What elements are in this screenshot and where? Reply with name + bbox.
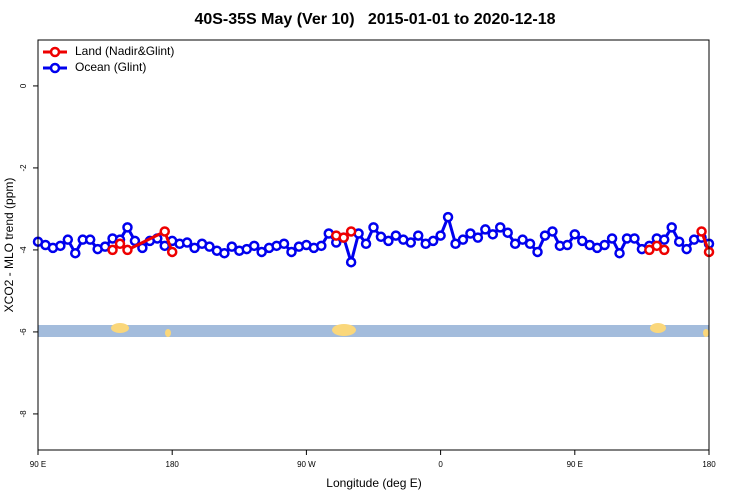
data-point xyxy=(435,230,446,241)
data-point xyxy=(368,222,379,233)
data-point xyxy=(375,231,387,243)
data-point xyxy=(219,247,230,259)
data-point xyxy=(383,235,394,247)
y-tick-label: -6 xyxy=(19,328,28,336)
data-point xyxy=(457,234,469,245)
data-point xyxy=(345,256,357,268)
data-point xyxy=(442,211,454,223)
data-point xyxy=(166,246,178,258)
data-point xyxy=(547,226,558,237)
data-point xyxy=(666,222,677,233)
data-point xyxy=(70,247,81,259)
data-point xyxy=(345,226,357,237)
data-point xyxy=(651,240,663,252)
data-point xyxy=(696,226,707,237)
y-axis-label: XCO2 - MLO trend (ppm) xyxy=(2,178,16,313)
data-point xyxy=(599,239,610,251)
data-point xyxy=(472,232,484,243)
data-point xyxy=(502,227,513,238)
data-point xyxy=(509,238,521,250)
data-point xyxy=(644,244,655,256)
plot-area xyxy=(32,211,715,268)
data-point xyxy=(286,246,297,258)
data-point xyxy=(62,234,74,245)
data-point xyxy=(181,237,193,248)
data-point xyxy=(487,229,499,240)
data-point xyxy=(450,238,461,250)
data-point xyxy=(256,246,267,258)
data-point xyxy=(577,235,588,247)
data-point xyxy=(659,244,670,256)
data-point xyxy=(107,244,118,256)
legend-label: Land (Nadir&Glint) xyxy=(75,44,174,58)
y-tick-label: -8 xyxy=(19,410,28,418)
x-tick-label: 180 xyxy=(166,460,180,469)
data-point xyxy=(405,237,417,248)
data-point xyxy=(114,238,126,250)
plot-frame xyxy=(37,39,710,451)
data-point xyxy=(122,244,133,256)
data-point xyxy=(204,241,215,252)
x-tick-label: 90 E xyxy=(30,460,46,469)
legend-marker xyxy=(49,62,61,74)
data-point xyxy=(427,235,439,247)
data-point xyxy=(278,238,290,250)
data-point xyxy=(673,236,685,247)
data-point xyxy=(494,222,506,233)
data-point xyxy=(532,246,543,258)
data-point xyxy=(517,234,528,245)
data-point xyxy=(524,238,536,250)
data-point xyxy=(338,232,349,243)
map-strip xyxy=(38,323,709,337)
data-point xyxy=(629,233,640,244)
data-point xyxy=(84,234,96,245)
data-point xyxy=(55,240,66,252)
y-tick-label: -2 xyxy=(19,164,28,172)
data-point xyxy=(316,240,327,252)
data-point xyxy=(412,230,424,241)
data-point xyxy=(569,229,581,240)
data-point xyxy=(480,224,491,235)
data-point xyxy=(539,230,551,241)
data-point xyxy=(562,239,573,251)
y-tick-label: -4 xyxy=(19,246,28,254)
data-point xyxy=(681,243,692,255)
data-point xyxy=(659,234,670,245)
data-point xyxy=(189,242,200,254)
x-tick-label: 90 E xyxy=(567,460,583,469)
data-point xyxy=(614,247,625,259)
data-point xyxy=(226,241,238,252)
data-point xyxy=(465,228,476,239)
data-point xyxy=(390,230,402,241)
y-tick-label: 0 xyxy=(19,83,28,88)
data-point xyxy=(159,226,170,237)
data-point xyxy=(360,238,372,250)
x-tick-label: 90 W xyxy=(297,460,316,469)
data-point xyxy=(606,233,618,244)
legend-label: Ocean (Glint) xyxy=(75,60,146,74)
chart-title: 40S-35S May (Ver 10) 2015-01-01 to 2020-… xyxy=(194,11,555,28)
x-axis-label: Longitude (deg E) xyxy=(326,476,421,490)
legend-marker xyxy=(49,46,61,58)
data-point xyxy=(248,240,260,252)
x-tick-label: 0 xyxy=(438,460,443,469)
x-tick-label: 180 xyxy=(702,460,716,469)
data-point xyxy=(122,222,133,233)
